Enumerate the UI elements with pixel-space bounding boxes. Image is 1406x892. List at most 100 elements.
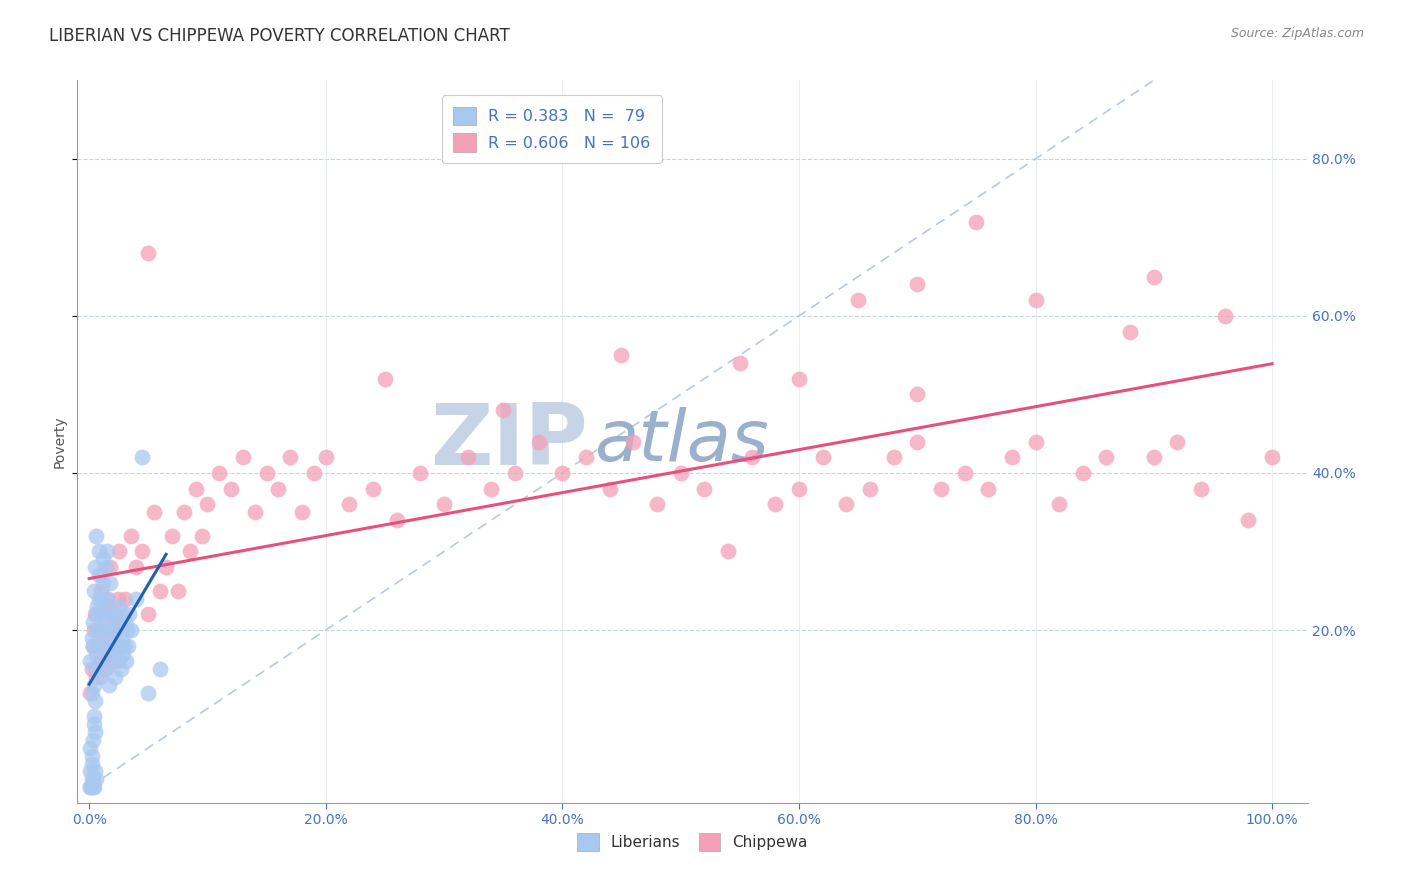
Point — [120, 623, 142, 637]
Point — [104, 623, 127, 637]
Point — [115, 623, 138, 637]
Point — [1166, 434, 1188, 449]
Point — [100, 615, 122, 630]
Point — [527, 434, 550, 449]
Point — [79, 740, 101, 755]
Point — [83, 623, 105, 637]
Point — [82, 615, 104, 630]
Point — [82, 639, 104, 653]
Point — [118, 607, 141, 622]
Point — [811, 450, 834, 465]
Point — [1237, 513, 1260, 527]
Point — [84, 647, 107, 661]
Point — [728, 356, 751, 370]
Point — [409, 466, 432, 480]
Point — [101, 639, 124, 653]
Point — [107, 655, 129, 669]
Point — [1001, 450, 1024, 465]
Point — [103, 655, 125, 669]
Point — [100, 607, 122, 622]
Point — [883, 450, 905, 465]
Point — [82, 780, 104, 794]
Point — [1261, 450, 1284, 465]
Point — [125, 591, 148, 606]
Point — [905, 277, 928, 292]
Point — [155, 560, 177, 574]
Point — [80, 631, 103, 645]
Point — [80, 772, 103, 787]
Point — [80, 748, 103, 763]
Point — [104, 607, 127, 622]
Point — [1095, 450, 1118, 465]
Point — [1024, 434, 1046, 449]
Point — [232, 450, 254, 465]
Point — [315, 450, 337, 465]
Point — [302, 466, 325, 480]
Point — [929, 482, 952, 496]
Point — [87, 544, 110, 558]
Point — [82, 772, 104, 787]
Point — [120, 529, 142, 543]
Point — [763, 497, 786, 511]
Point — [79, 780, 101, 794]
Point — [717, 544, 740, 558]
Point — [84, 725, 107, 739]
Point — [107, 544, 129, 558]
Point — [83, 709, 105, 723]
Point — [84, 560, 107, 574]
Point — [93, 655, 115, 669]
Point — [105, 623, 128, 637]
Point — [621, 434, 644, 449]
Point — [82, 733, 104, 747]
Text: LIBERIAN VS CHIPPEWA POVERTY CORRELATION CHART: LIBERIAN VS CHIPPEWA POVERTY CORRELATION… — [49, 27, 510, 45]
Point — [90, 631, 112, 645]
Point — [457, 450, 479, 465]
Point — [256, 466, 278, 480]
Point — [86, 639, 108, 653]
Point — [100, 575, 122, 590]
Point — [79, 764, 101, 779]
Point — [149, 662, 172, 676]
Point — [479, 482, 502, 496]
Point — [93, 662, 115, 676]
Point — [291, 505, 314, 519]
Point — [136, 246, 159, 260]
Point — [374, 372, 396, 386]
Point — [91, 591, 114, 606]
Point — [693, 482, 716, 496]
Point — [84, 607, 107, 622]
Point — [143, 505, 166, 519]
Point — [96, 591, 118, 606]
Point — [91, 607, 114, 622]
Point — [84, 662, 107, 676]
Point — [94, 560, 117, 574]
Point — [107, 599, 129, 614]
Point — [599, 482, 621, 496]
Point — [243, 505, 266, 519]
Point — [1189, 482, 1212, 496]
Point — [86, 623, 108, 637]
Point — [179, 544, 201, 558]
Point — [100, 560, 122, 574]
Point — [93, 575, 115, 590]
Point — [385, 513, 408, 527]
Point — [80, 662, 103, 676]
Point — [84, 607, 107, 622]
Point — [79, 686, 101, 700]
Point — [94, 615, 117, 630]
Text: atlas: atlas — [595, 407, 769, 476]
Point — [131, 544, 153, 558]
Point — [110, 662, 132, 676]
Point — [131, 450, 153, 465]
Point — [645, 497, 668, 511]
Point — [219, 482, 242, 496]
Point — [108, 639, 131, 653]
Point — [361, 482, 384, 496]
Point — [1119, 325, 1142, 339]
Point — [90, 607, 112, 622]
Point — [1047, 497, 1070, 511]
Point — [112, 647, 135, 661]
Point — [93, 552, 115, 566]
Legend: Liberians, Chippewa: Liberians, Chippewa — [568, 824, 817, 860]
Point — [89, 655, 111, 669]
